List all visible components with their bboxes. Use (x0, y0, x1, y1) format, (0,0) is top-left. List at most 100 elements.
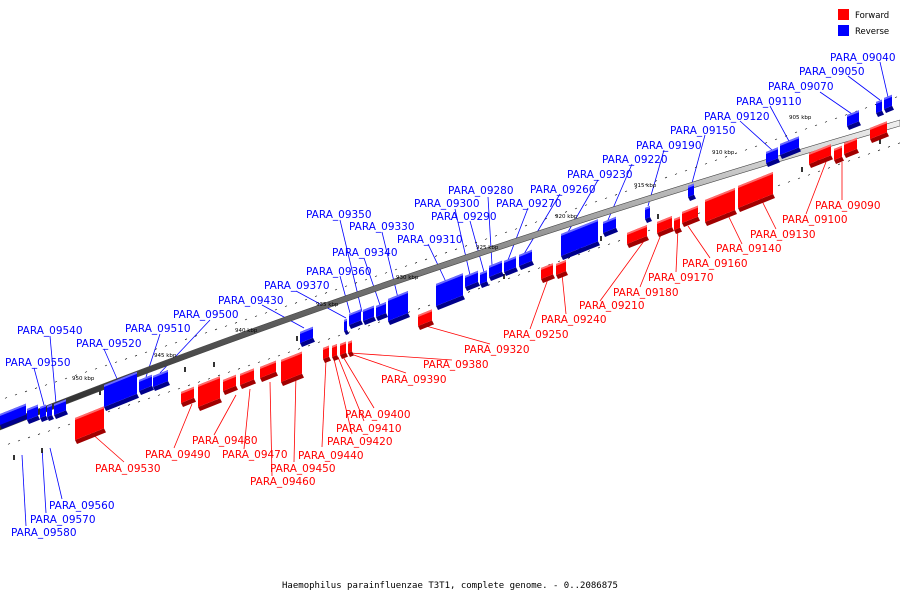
gene-label: PARA_09560 (49, 500, 115, 512)
gene-label: PARA_09270 (496, 198, 562, 210)
forward-gene-block (705, 188, 737, 226)
track-tick (384, 272, 388, 274)
track-tick (704, 162, 708, 165)
leader-line (523, 193, 561, 255)
gene-label: PARA_09120 (704, 111, 770, 123)
leader-line (363, 257, 381, 306)
forward-gene-block (348, 340, 354, 357)
track-tick (864, 107, 868, 109)
reverse-gene-block (27, 404, 40, 424)
leader-line (49, 447, 63, 500)
track-tick (724, 156, 728, 158)
track-tick (137, 400, 141, 403)
reverse-gene-labels: PARA_09040 PARA_09050 PARA_09070 PARA_09… (5, 52, 896, 539)
gene-label: PARA_09470 (222, 449, 288, 461)
track-tick (497, 280, 501, 283)
leader-line (261, 304, 305, 329)
track-tick (834, 117, 838, 120)
track-tick (887, 146, 891, 148)
track-tick (367, 324, 371, 327)
track-tick (394, 268, 398, 271)
leader-line (381, 231, 399, 299)
reverse-gene-block (300, 326, 315, 347)
track-tick (597, 246, 601, 249)
track-tick (124, 358, 128, 360)
track-tick (357, 328, 361, 330)
track-tick (207, 377, 211, 380)
forward-gene-block (181, 386, 196, 407)
track-tick (244, 318, 248, 321)
leader-line (769, 105, 791, 144)
leader-line (879, 61, 889, 98)
track-tick (307, 344, 311, 347)
track-tick (167, 391, 171, 393)
track-tick (654, 180, 658, 182)
gene-label: PARA_09110 (736, 96, 802, 108)
track-tick (344, 285, 348, 288)
track-tick (444, 251, 448, 254)
track-tick (877, 149, 881, 152)
track-tick (644, 183, 648, 186)
track-tick (297, 348, 301, 350)
track-tick (634, 187, 638, 189)
leader-line (469, 220, 485, 273)
track-tick (354, 282, 358, 284)
scale-label: 950 kbp (72, 376, 95, 382)
forward-gene-block (418, 309, 434, 330)
track-tick (614, 194, 618, 196)
scale-labels: 905 kbp 910 kbp 915 kbp 920 kbp 925 kbp … (72, 115, 812, 382)
track-tick (544, 217, 548, 220)
scale-label: 910 kbp (712, 150, 735, 156)
track-tick (777, 184, 781, 187)
gene-label: PARA_09500 (173, 309, 239, 321)
track-tick (154, 348, 158, 350)
reverse-gene-block (349, 309, 363, 329)
gene-label: PARA_09150 (670, 125, 736, 137)
gene-label: PARA_09040 (830, 52, 896, 64)
track-tick (37, 433, 41, 435)
track-tick (187, 384, 191, 387)
scale-label: 935 kbp (316, 302, 339, 308)
track-tick (314, 295, 318, 298)
track-tick (694, 166, 698, 168)
track-tick (284, 305, 288, 308)
track-tick (484, 238, 488, 240)
track-tick (754, 145, 758, 148)
track-tick (277, 354, 281, 357)
track-tick (194, 335, 198, 337)
track-tick (44, 384, 48, 386)
leader-line (41, 447, 47, 514)
forward-gene-block (870, 121, 889, 143)
gene-label: PARA_09570 (30, 514, 96, 526)
track-tick (564, 211, 568, 213)
leader-line (243, 388, 251, 450)
track-tick (304, 298, 308, 301)
track-tick (847, 160, 851, 162)
gene-label: PARA_09260 (530, 184, 596, 196)
track-tick (584, 204, 588, 206)
gene-label: PARA_09090 (815, 200, 881, 212)
gene-label: PARA_09350 (306, 209, 372, 221)
track-tick (817, 170, 821, 173)
gene-label: PARA_09050 (799, 66, 865, 78)
track-tick (214, 328, 218, 331)
reverse-gene-block (847, 110, 861, 130)
gene-label: PARA_09430 (218, 295, 284, 307)
track-tick (14, 393, 18, 396)
track-tick (594, 200, 598, 203)
reverse-gene-block (153, 370, 170, 391)
reverse-gene-block (436, 273, 465, 310)
leader-line (819, 91, 853, 115)
reverse-gene-block (139, 374, 154, 395)
track-tick (607, 243, 611, 245)
track-tick (697, 212, 701, 214)
forward-gene-block (198, 376, 222, 411)
scale-label: 915 kbp (634, 183, 657, 189)
track-tick (617, 240, 621, 242)
track-tick (814, 124, 818, 127)
leader-line (293, 373, 297, 463)
track-tick (804, 128, 808, 130)
track-tick (844, 114, 848, 116)
track-tick (27, 436, 31, 439)
reverse-gene-block (388, 291, 410, 325)
